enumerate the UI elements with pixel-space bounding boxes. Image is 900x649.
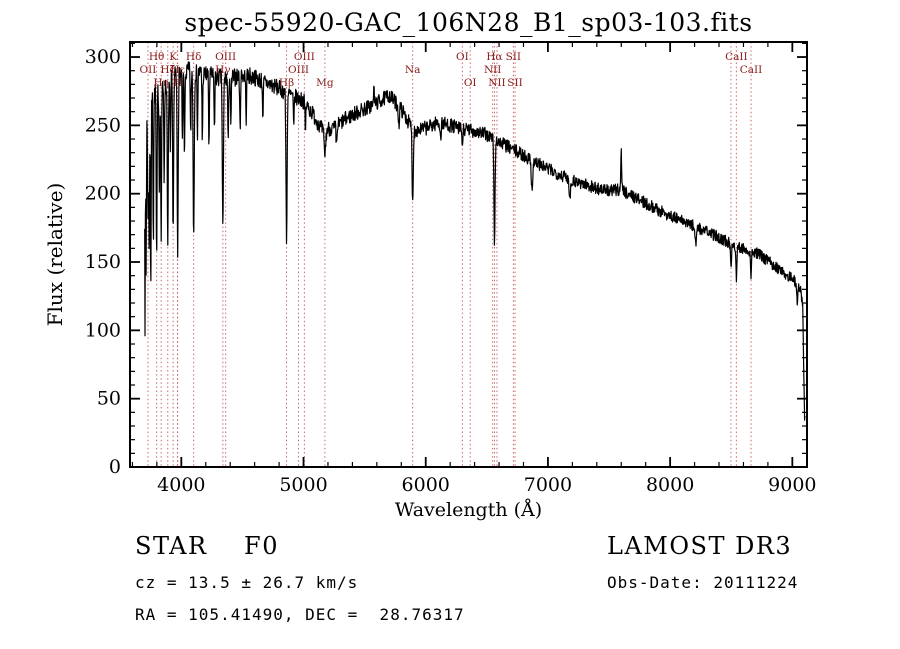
marker-label: OIII (215, 51, 236, 63)
marker-label: SII (506, 51, 522, 63)
x-tick-label: 9000 (768, 474, 816, 496)
marker-label: Hα (486, 51, 502, 63)
marker-label: Hδ (186, 51, 201, 63)
marker-label: Hη (153, 77, 168, 89)
ra-dec-coords: RA = 105.41490, DEC = 28.76317 (135, 605, 465, 624)
marker-label: OI (456, 51, 469, 63)
y-tick-label: 0 (109, 456, 121, 478)
marker-label: Mg (316, 77, 334, 89)
marker-label: Na (405, 64, 420, 76)
axes: 4000 5000 6000 7000 8000 9000 0 50 100 150 200 250 3… (85, 41, 817, 496)
cz-value: cz = 13.5 ± 26.7 km/s (135, 573, 359, 592)
x-tick-label: 8000 (646, 474, 694, 496)
marker-label: CaII (725, 51, 748, 63)
marker-label: Hζ (160, 64, 175, 76)
x-tick-label: 4000 (157, 474, 205, 496)
marker-label: Hβ (279, 77, 294, 89)
marker-label: SII (507, 77, 523, 89)
marker-label: OIII (294, 51, 315, 63)
obs-date: Obs-Date: 20111224 (607, 573, 799, 592)
spectral-line-markers (147, 42, 752, 467)
axis-box (129, 41, 808, 468)
marker-label: H (173, 77, 182, 89)
y-tick-label: 100 (85, 319, 121, 341)
y-tick-label: 300 (85, 46, 121, 68)
page-title: spec-55920-GAC_106N28_B1_sp03-103.fits (184, 8, 753, 37)
spectrum-path (144, 61, 806, 421)
marker-label: CaII (740, 64, 763, 76)
marker-label: Hγ (215, 64, 230, 76)
y-tick-label: 50 (97, 388, 121, 410)
marker-label: K (169, 51, 177, 63)
survey-label: LAMOST DR3 (607, 532, 793, 560)
x-axis-title: Wavelength (Å) (395, 499, 542, 521)
marker-label: NII (484, 64, 501, 76)
y-tick-label: 200 (85, 183, 121, 205)
marker-label: OI (464, 77, 477, 89)
marker-label: Hθ (149, 51, 164, 63)
spectrum-trace (144, 61, 806, 421)
x-tick-label: 6000 (402, 474, 450, 496)
x-tick-label: 5000 (279, 474, 327, 496)
y-tick-label: 250 (85, 114, 121, 136)
x-tick-label: 7000 (524, 474, 572, 496)
axis-titles: Wavelength (Å) Flux (relative) (43, 183, 542, 521)
marker-label: OII (140, 64, 157, 76)
marker-label: NII (488, 77, 505, 89)
object-class-label: STAR F0 (135, 532, 279, 560)
marker-label: Hε (170, 64, 185, 76)
y-tick-label: 150 (85, 251, 121, 273)
spectral-line-labels: OIIHθHηHζKHHεHδHγOIIIHβOIIIOIIIMgNaOIOIN… (140, 51, 763, 89)
marker-label: OIII (288, 64, 309, 76)
y-axis-title: Flux (relative) (43, 183, 67, 327)
